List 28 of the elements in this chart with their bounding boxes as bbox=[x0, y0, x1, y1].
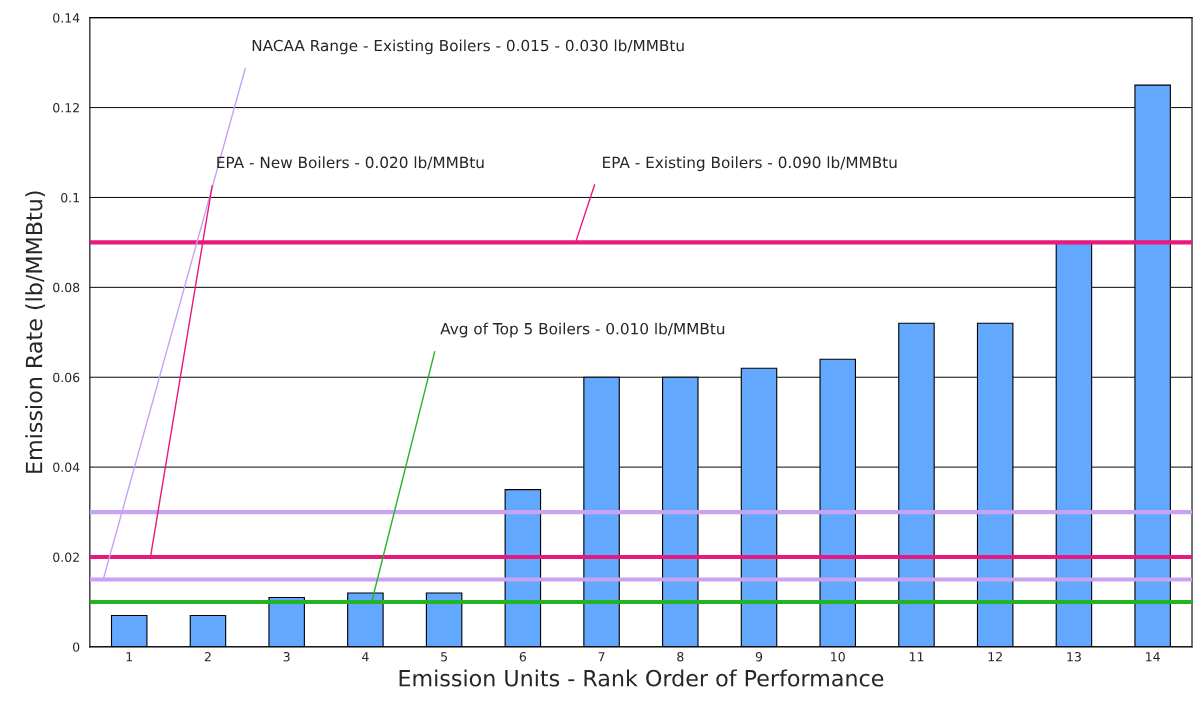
y-tick-label: 0.14 bbox=[53, 13, 80, 23]
x-tick-label: 13 bbox=[1067, 651, 1081, 662]
ref-line-label: NACAA Range - Existing Boilers - 0.015 - 0.030 lb/MMBtu bbox=[252, 39, 684, 55]
x-tick-label: 1 bbox=[126, 652, 133, 662]
x-tick-label: 3 bbox=[283, 651, 290, 662]
y-tick-label: 0.06 bbox=[53, 372, 80, 383]
x-tick-label: 2 bbox=[204, 651, 211, 662]
y-tick-label: 0.02 bbox=[53, 552, 79, 562]
x-tick-label: 5 bbox=[441, 652, 447, 662]
y-axis-title: Emission Rate (lb/MMBtu) bbox=[25, 191, 46, 473]
x-axis-title: Emission Units - Rank Order of Performance bbox=[399, 669, 884, 687]
x-tick-label: 4 bbox=[362, 652, 369, 662]
x-tick-label: 11 bbox=[909, 652, 924, 662]
x-tick-label: 7 bbox=[598, 652, 605, 662]
y-tick-label: 0.12 bbox=[53, 103, 79, 113]
ref-line-label: EPA - New Boilers - 0.020 lb/MMBtu bbox=[217, 156, 484, 170]
x-tick-label: 14 bbox=[1146, 652, 1160, 662]
ref-line-label: Avg of Top 5 Boilers - 0.010 lb/MMBtu bbox=[440, 322, 725, 338]
y-tick-label: 0.08 bbox=[53, 282, 80, 293]
x-tick-label: 9 bbox=[755, 651, 763, 662]
x-tick-label: 12 bbox=[988, 651, 1002, 662]
x-tick-label: 6 bbox=[519, 651, 527, 662]
y-tick-label: 0.04 bbox=[53, 462, 80, 473]
y-tick-label: 0 bbox=[73, 642, 80, 652]
x-tick-label: 8 bbox=[677, 651, 684, 662]
y-tick-label: 0.1 bbox=[61, 192, 79, 203]
x-tick-label: 10 bbox=[831, 651, 845, 662]
ref-line-label: EPA - Existing Boilers - 0.090 lb/MMBtu bbox=[603, 156, 897, 172]
